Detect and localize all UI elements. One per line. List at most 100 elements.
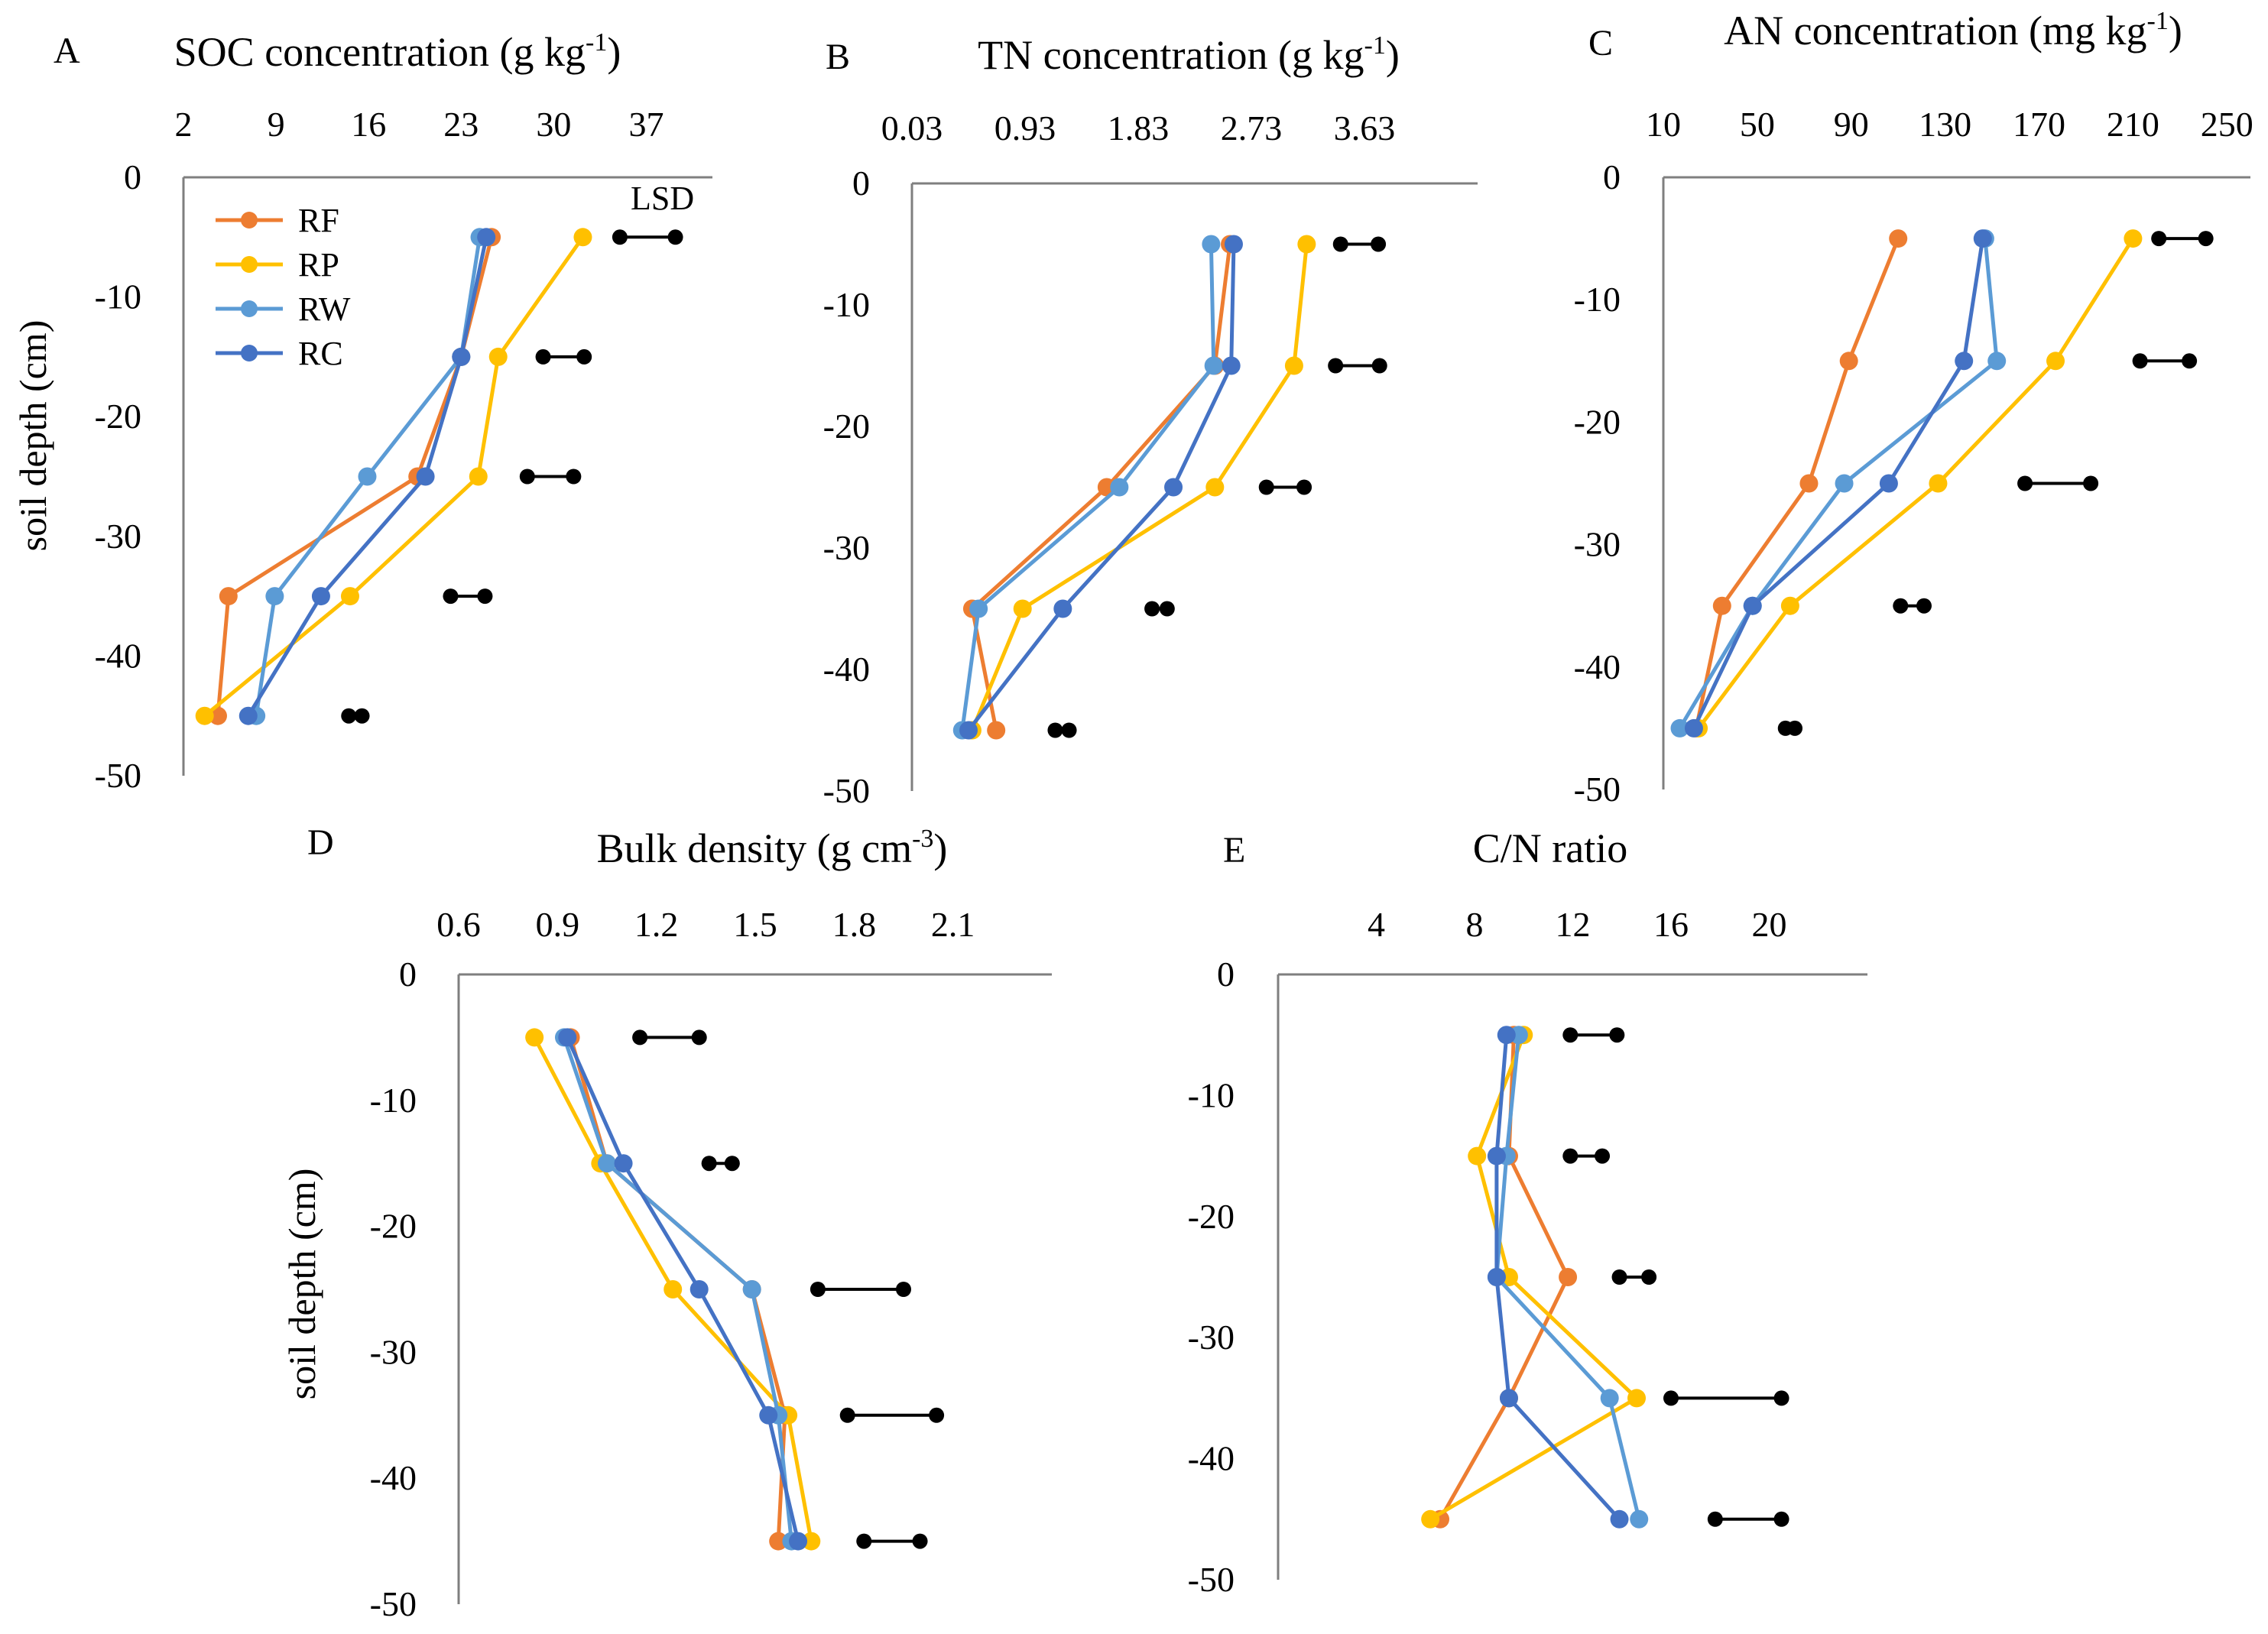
lsd-bar-end bbox=[1159, 601, 1175, 617]
data-point-rc bbox=[789, 1532, 808, 1551]
x-tick-label: 16 bbox=[1653, 905, 1689, 944]
lsd-label: LSD bbox=[631, 180, 694, 217]
y-tick-label: -30 bbox=[823, 528, 870, 567]
y-tick-label: 0 bbox=[852, 164, 870, 203]
data-point-rw bbox=[1987, 352, 2007, 371]
data-point-rf bbox=[987, 721, 1006, 740]
y-tick-label: 0 bbox=[1217, 955, 1235, 994]
y-tick-label: -40 bbox=[370, 1458, 417, 1497]
legend-item-rw: RW bbox=[216, 290, 351, 328]
data-point-rp bbox=[1421, 1509, 1440, 1529]
lsd-bar-end bbox=[519, 468, 535, 485]
y-axis-label: soil depth (cm) bbox=[11, 320, 54, 552]
lsd-bar-end bbox=[1773, 1390, 1789, 1406]
lsd-bar-end bbox=[341, 708, 357, 724]
data-point-rp bbox=[802, 1532, 821, 1551]
data-point-rf bbox=[1799, 474, 1819, 493]
x-tick-label: 50 bbox=[1740, 105, 1775, 144]
lsd-bar-end bbox=[2182, 353, 2198, 369]
data-point-rp bbox=[1205, 478, 1225, 497]
y-tick-label: -40 bbox=[95, 636, 141, 675]
x-tick-label: 2.1 bbox=[931, 905, 975, 944]
y-tick-label: 0 bbox=[1603, 157, 1621, 196]
data-point-rp bbox=[664, 1280, 683, 1298]
x-tick-label: 4 bbox=[1368, 905, 1385, 944]
lsd-bar-end bbox=[691, 1029, 707, 1046]
lsd-bar-end bbox=[354, 708, 370, 724]
x-tick-label: 12 bbox=[1556, 905, 1591, 944]
y-tick-label: -20 bbox=[1574, 402, 1621, 441]
data-point-rw bbox=[358, 467, 377, 486]
data-point-rw bbox=[1670, 718, 1689, 738]
legend-marker-rp bbox=[241, 256, 258, 273]
data-point-rc bbox=[477, 228, 496, 247]
lsd-bar-end bbox=[1916, 598, 1932, 614]
panel-b-title: TN concentration (g kg-1) bbox=[978, 31, 1400, 78]
lsd-bar-end bbox=[1893, 598, 1909, 614]
y-axis-label-d: soil depth (cm) bbox=[281, 1169, 323, 1400]
data-point-rw bbox=[1630, 1509, 1649, 1529]
legend-item-rf: RF bbox=[216, 202, 339, 239]
lsd-bar-end bbox=[1144, 601, 1160, 617]
legend-marker-rf bbox=[241, 212, 258, 229]
data-point-rf bbox=[769, 1532, 788, 1551]
y-tick-label: -10 bbox=[823, 285, 870, 324]
y-tick-label: -30 bbox=[95, 517, 141, 556]
panel-c: C AN concentration (mg kg-1) 10 50 90 130 17… bbox=[1574, 7, 2253, 809]
panel-a: A SOC concentration (g kg-1) soil depth … bbox=[11, 28, 712, 795]
panel-letter-a: A bbox=[54, 31, 80, 71]
lsd-bar-end bbox=[856, 1533, 872, 1549]
y-tick-label: -50 bbox=[1574, 770, 1621, 809]
legend-item-rc: RC bbox=[216, 335, 343, 372]
data-point-rc bbox=[1222, 356, 1241, 375]
lsd-bar-end bbox=[701, 1156, 717, 1172]
data-point-rp bbox=[1780, 596, 1799, 615]
data-point-rp bbox=[195, 706, 214, 725]
x-tick-label: 23 bbox=[443, 105, 479, 144]
x-tick-label: 30 bbox=[536, 105, 571, 144]
data-point-rc bbox=[1743, 596, 1762, 615]
panel-e: E C/N ratio 4 8 12 16 20 0 -10 -20 -30 -40 -50 bbox=[1188, 825, 1867, 1599]
legend-label-rc: RC bbox=[298, 335, 343, 372]
legend-label-rf: RF bbox=[298, 202, 339, 239]
lsd-bar-end bbox=[1061, 722, 1077, 738]
data-point-rp bbox=[340, 587, 359, 606]
data-point-rp bbox=[488, 347, 508, 366]
y-tick-label: 0 bbox=[124, 157, 141, 196]
lsd-bar-end bbox=[1641, 1269, 1657, 1285]
data-point-rw bbox=[969, 599, 988, 618]
data-point-rc bbox=[1487, 1268, 1506, 1286]
lsd-bar-end bbox=[1787, 720, 1803, 736]
data-point-rp bbox=[469, 467, 488, 486]
y-tick-label: -10 bbox=[95, 277, 141, 316]
lsd-bar-end bbox=[2017, 475, 2033, 491]
y-tick-label: -40 bbox=[1188, 1439, 1235, 1478]
data-point-rc bbox=[689, 1280, 709, 1298]
y-tick-label: -50 bbox=[95, 756, 141, 795]
data-point-rc bbox=[1955, 352, 1974, 371]
lsd-bar-end bbox=[912, 1533, 928, 1549]
data-point-rc bbox=[614, 1154, 633, 1173]
data-point-rp bbox=[2124, 229, 2143, 248]
panel-d: D Bulk density (g cm-3) soil depth (cm) … bbox=[281, 822, 1052, 1623]
data-point-rf bbox=[208, 706, 227, 725]
series-line-rp bbox=[970, 244, 1309, 731]
lsd-bar-end bbox=[839, 1407, 855, 1423]
data-point-rp bbox=[1929, 474, 1948, 493]
x-tick-label: 1.8 bbox=[832, 905, 877, 944]
panel-c-title: AN concentration (mg kg-1) bbox=[1724, 7, 2182, 53]
legend: RF RP RW RC bbox=[216, 202, 351, 372]
data-point-rf bbox=[1889, 229, 1908, 248]
panel-e-title: C/N ratio bbox=[1473, 825, 1627, 871]
lsd-bar-end bbox=[896, 1282, 911, 1297]
y-tick-label: -30 bbox=[1574, 525, 1621, 564]
lsd-bar-end bbox=[724, 1156, 740, 1172]
y-tick-label: -50 bbox=[1188, 1560, 1235, 1599]
panel-b: B TN concentration (g kg-1) 0.03 0.93 1.83… bbox=[823, 31, 1478, 810]
lsd-bar-end bbox=[667, 229, 683, 245]
x-tick-label: 250 bbox=[2201, 105, 2253, 144]
series-line-rp bbox=[1429, 1034, 1639, 1521]
series-line-rf bbox=[1694, 238, 1900, 729]
legend-label-rp: RP bbox=[298, 246, 339, 284]
x-tick-label: 0.03 bbox=[881, 109, 943, 148]
